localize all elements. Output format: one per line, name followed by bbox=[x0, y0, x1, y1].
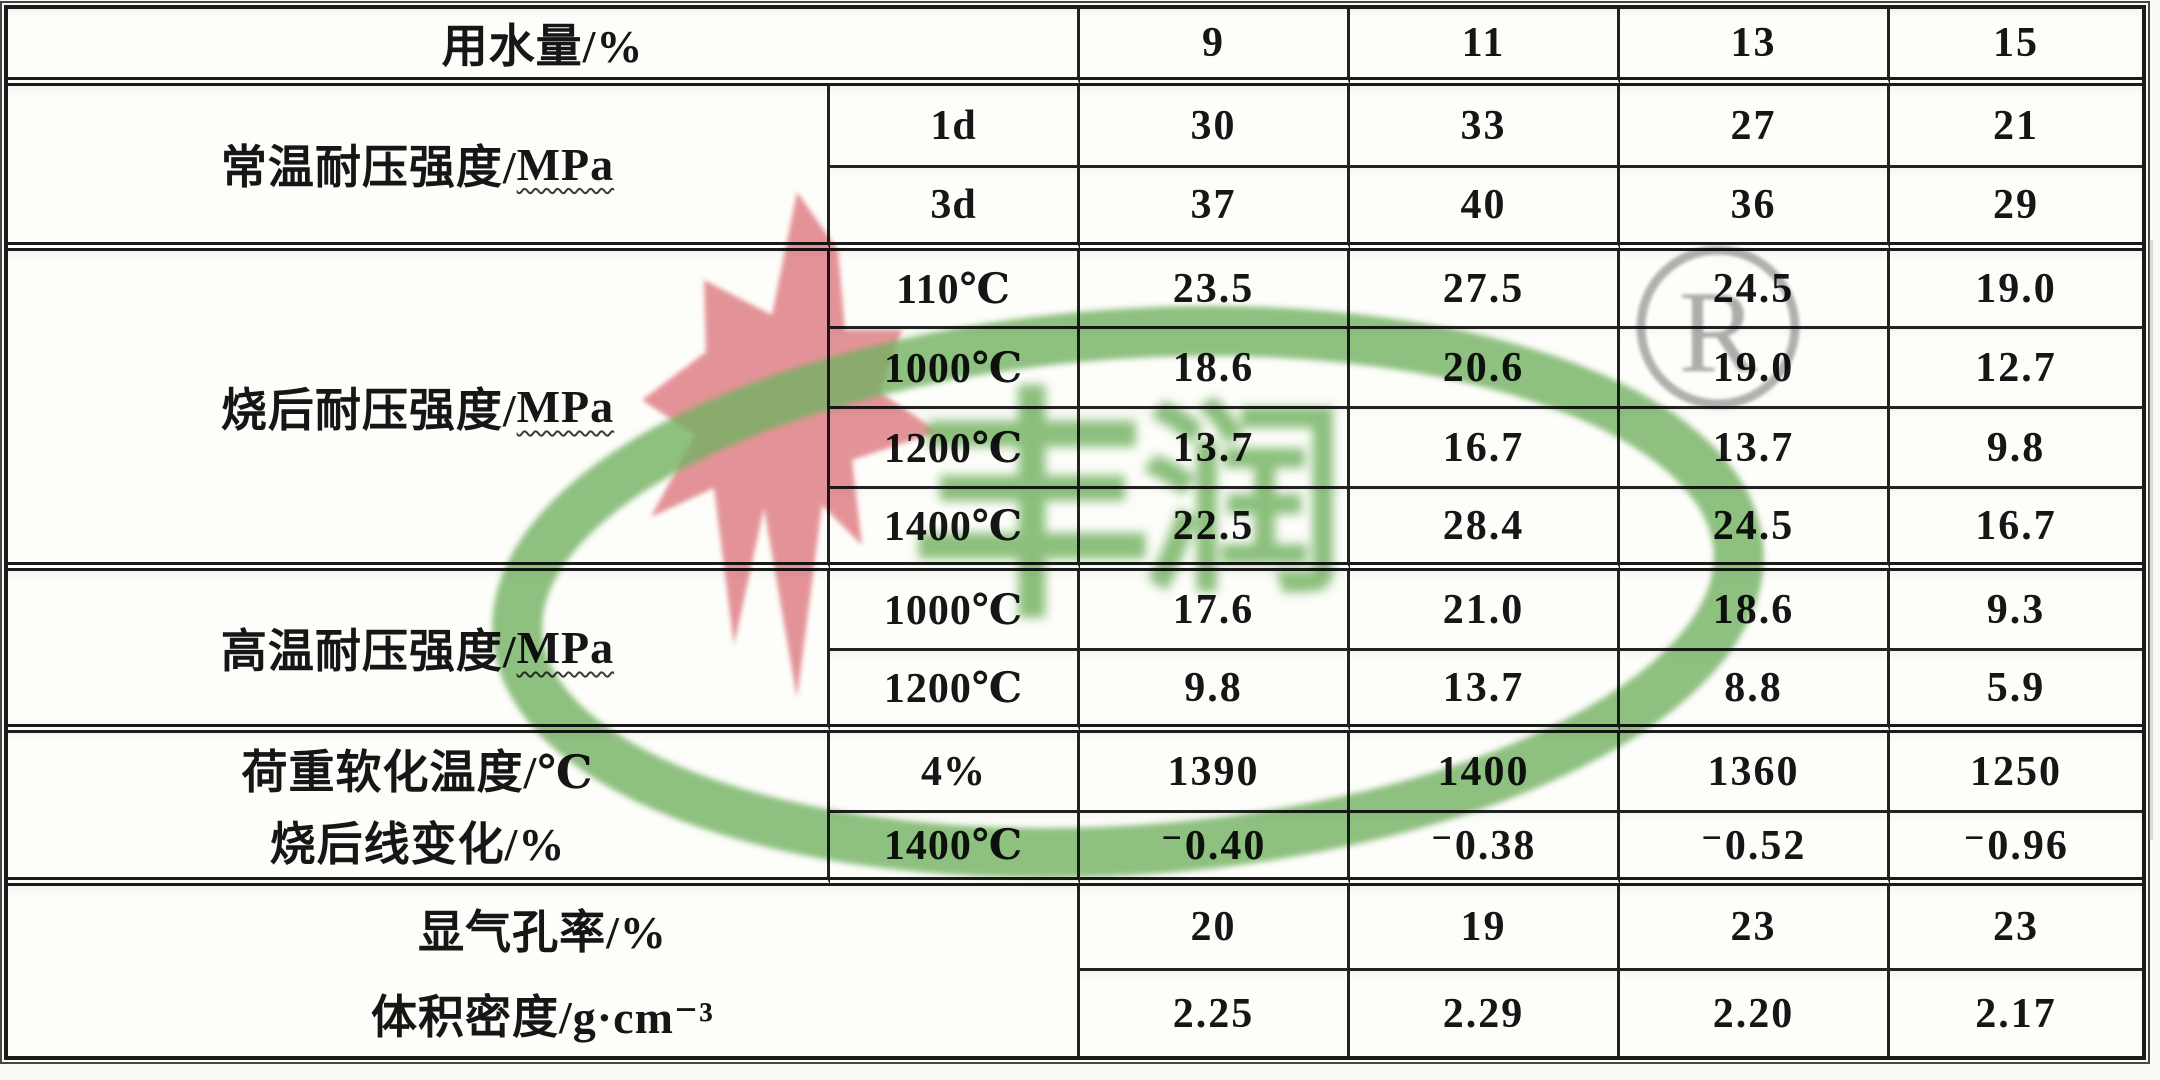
value-cell: 9.8 bbox=[1080, 651, 1350, 733]
value-cell: 21.0 bbox=[1350, 571, 1620, 651]
label-line: 荷重软化温度/℃ bbox=[241, 747, 594, 798]
value-cell: 24.5 bbox=[1620, 251, 1890, 329]
group-label-cell: 高温耐压强度/MPa bbox=[8, 571, 830, 733]
scan-table: 用水量/% 9 11 13 15 常温耐压强度/MPa 1d 30 33 27 21 3d 37 40 36… bbox=[0, 1, 2150, 1064]
value-cell: 13.7 bbox=[1080, 409, 1350, 489]
condition-cell: 1200℃ bbox=[830, 651, 1080, 733]
value-cell: 17.6 bbox=[1080, 571, 1350, 651]
merged-label-cell: 显气孔率/% 体积密度/g·cm⁻³ bbox=[8, 886, 1080, 1056]
value-cell: 23.5 bbox=[1080, 251, 1350, 329]
label-unit: MPa bbox=[516, 381, 615, 432]
value-cell: 19 bbox=[1350, 886, 1620, 971]
value-cell: 12.7 bbox=[1890, 329, 2142, 409]
value-cell: 2.25 bbox=[1080, 971, 1350, 1056]
value-cell: 19.0 bbox=[1620, 329, 1890, 409]
label-line: 烧后线变化/% bbox=[269, 819, 566, 870]
value-cell: 40 bbox=[1350, 168, 1620, 251]
condition-cell: 1000℃ bbox=[830, 329, 1080, 409]
value-cell: 19.0 bbox=[1890, 251, 2142, 329]
group-label-cell: 烧后耐压强度/MPa bbox=[8, 251, 830, 571]
value-cell: 1250 bbox=[1890, 733, 2142, 813]
scan-edge-artifact bbox=[2149, 240, 2153, 840]
value-cell: 33 bbox=[1350, 86, 1620, 168]
value-cell: 16.7 bbox=[1890, 489, 2142, 571]
value-cell: 2.29 bbox=[1350, 971, 1620, 1056]
label-line: 显气孔率/% bbox=[418, 906, 667, 958]
value-cell: 9.8 bbox=[1890, 409, 2142, 489]
value-cell: 13 bbox=[1620, 9, 1890, 86]
condition-cell: 3d bbox=[830, 168, 1080, 251]
label-line: 体积密度/g·cm⁻³ bbox=[371, 991, 714, 1043]
label-text: 常温耐压强度/ bbox=[220, 142, 517, 193]
merged-label-cell: 用水量/% bbox=[8, 9, 1080, 86]
value-cell: 27 bbox=[1620, 86, 1890, 168]
value-cell: 15 bbox=[1890, 9, 2142, 86]
value-cell: 29 bbox=[1890, 168, 2142, 251]
value-cell: 1390 bbox=[1080, 733, 1350, 813]
value-cell: ⁻0.38 bbox=[1350, 813, 1620, 886]
value-cell: 5.9 bbox=[1890, 651, 2142, 733]
label-text: 烧后耐压强度/ bbox=[220, 384, 517, 436]
value-cell: 1400 bbox=[1350, 733, 1620, 813]
condition-cell: 110℃ bbox=[830, 251, 1080, 329]
condition-cell: 1400℃ bbox=[830, 813, 1080, 886]
value-cell: 30 bbox=[1080, 86, 1350, 168]
label-unit: MPa bbox=[516, 138, 615, 190]
value-cell: 2.20 bbox=[1620, 971, 1890, 1056]
value-cell: 23 bbox=[1620, 886, 1890, 971]
value-cell: ⁻0.52 bbox=[1620, 813, 1890, 886]
label-unit: MPa bbox=[516, 622, 615, 673]
value-cell: 22.5 bbox=[1080, 489, 1350, 571]
group-label-cell: 荷重软化温度/℃ 烧后线变化/% bbox=[8, 733, 830, 886]
group-label-cell: 常温耐压强度/MPa bbox=[8, 86, 830, 251]
value-cell: 9.3 bbox=[1890, 571, 2142, 651]
value-cell: 27.5 bbox=[1350, 251, 1620, 329]
condition-cell: 1200℃ bbox=[830, 409, 1080, 489]
condition-cell: 1400℃ bbox=[830, 489, 1080, 571]
value-cell: 18.6 bbox=[1080, 329, 1350, 409]
value-cell: ⁻0.96 bbox=[1890, 813, 2142, 886]
value-cell: 24.5 bbox=[1620, 489, 1890, 571]
value-cell: 1360 bbox=[1620, 733, 1890, 813]
condition-cell: 1d bbox=[830, 86, 1080, 168]
value-cell: 11 bbox=[1350, 9, 1620, 86]
value-cell: 9 bbox=[1080, 9, 1350, 86]
value-cell: 37 bbox=[1080, 168, 1350, 251]
value-cell: 21 bbox=[1890, 86, 2142, 168]
value-cell: ⁻0.40 bbox=[1080, 813, 1350, 886]
value-cell: 18.6 bbox=[1620, 571, 1890, 651]
value-cell: 16.7 bbox=[1350, 409, 1620, 489]
value-cell: 23 bbox=[1890, 886, 2142, 971]
value-cell: 36 bbox=[1620, 168, 1890, 251]
value-cell: 8.8 bbox=[1620, 651, 1890, 733]
value-cell: 20.6 bbox=[1350, 329, 1620, 409]
label-text: 高温耐压强度/ bbox=[220, 625, 517, 677]
value-cell: 20 bbox=[1080, 886, 1350, 971]
value-cell: 13.7 bbox=[1350, 651, 1620, 733]
condition-cell: 1000℃ bbox=[830, 571, 1080, 651]
value-cell: 13.7 bbox=[1620, 409, 1890, 489]
value-cell: 2.17 bbox=[1890, 971, 2142, 1056]
condition-cell: 4% bbox=[830, 733, 1080, 813]
value-cell: 28.4 bbox=[1350, 489, 1620, 571]
